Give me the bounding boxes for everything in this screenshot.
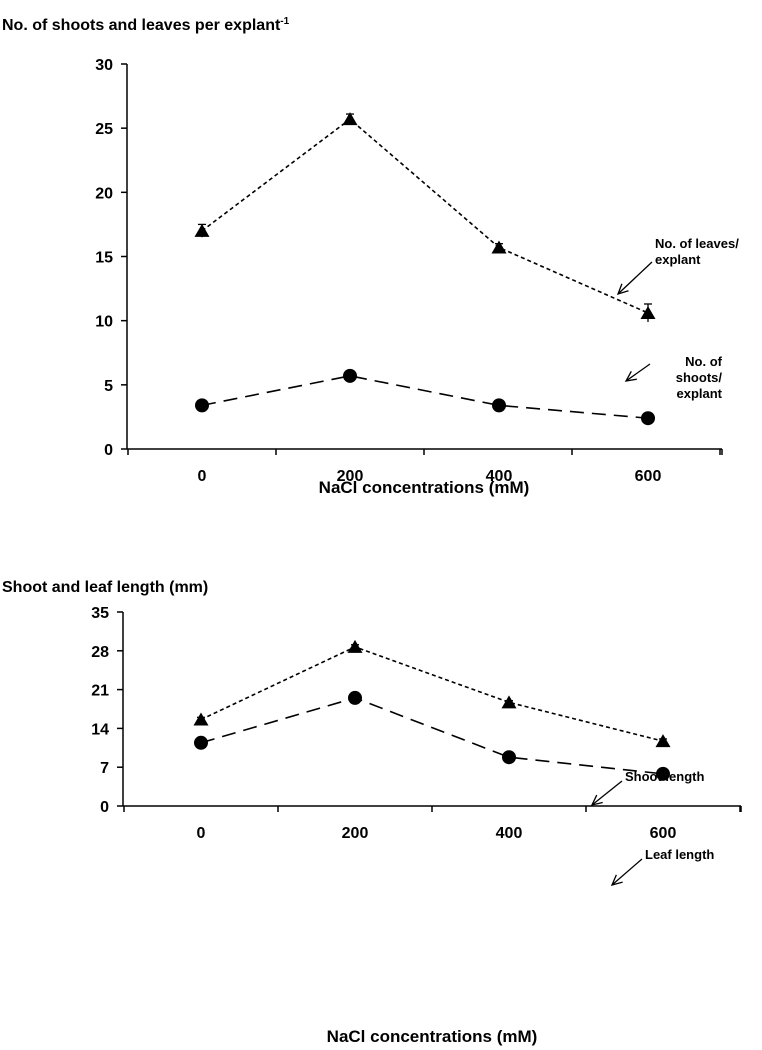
y-tick-label: 15: [95, 250, 113, 267]
annotation-shoot-length: Shoot length: [590, 769, 704, 806]
series: [193, 639, 671, 781]
data-point-triangle: [501, 695, 517, 709]
annotation-shoot-length-line-1: Shoot length: [625, 769, 704, 784]
annotation-shoots-line-3: explant: [676, 386, 722, 401]
series-line: [200, 697, 664, 775]
y-tick-label: 7: [100, 760, 109, 777]
annotation-arrow: [611, 858, 643, 886]
annotation-leaves-line-2: explant: [655, 252, 701, 267]
x-tick-label: 0: [197, 825, 206, 842]
annotation-arrowhead: [624, 371, 637, 382]
chart-title: No. of shoots and leaves per explant-1: [2, 16, 290, 34]
annotation-arrowhead: [590, 794, 603, 806]
annotation-shoots-line-2: shoots/: [676, 370, 723, 385]
data-point-circle: [195, 398, 209, 413]
data-point-circle: [492, 398, 506, 413]
y-tick-label: 5: [104, 378, 113, 395]
series-line: [201, 118, 649, 314]
data-point-triangle: [655, 734, 671, 748]
data-point-circle: [194, 735, 208, 750]
x-tick-label: 0: [198, 468, 207, 485]
data-point-circle: [641, 411, 655, 426]
annotation-leaf-length: Leaf length: [610, 847, 714, 886]
y-tick-label: 25: [95, 121, 113, 138]
y-tick-label: 0: [104, 442, 113, 459]
annotations: No. of leaves/ explant No. of shoots/ ex…: [616, 236, 739, 401]
data-point-triangle: [640, 305, 656, 319]
x-axis-label: NaCl concentrations (mM): [327, 1027, 538, 1046]
y-tick-label: 20: [95, 185, 113, 202]
data-point-triangle: [194, 223, 210, 237]
data-point-circle: [343, 368, 357, 383]
data-point-triangle: [347, 639, 363, 653]
data-point-triangle: [342, 112, 358, 126]
y-tick-label: 0: [100, 799, 109, 816]
x-tick-label: 400: [486, 468, 513, 485]
annotation-shoots-line-1: No. of: [685, 354, 722, 369]
x-tick-label: 200: [337, 468, 364, 485]
data-point-triangle: [193, 712, 209, 726]
ticks: 0 7 14 21 28 35 0 200 400 600: [91, 605, 742, 842]
annotation-shoots: No. of shoots/ explant: [624, 354, 723, 401]
annotations: Shoot length Leaf length: [590, 769, 714, 886]
series-0: [194, 112, 656, 322]
annotation-arrowhead: [610, 874, 623, 886]
x-axis-label: NaCl concentrations (mM): [319, 478, 530, 497]
x-tick-label: 600: [650, 825, 677, 842]
annotation-leaves: No. of leaves/ explant: [616, 236, 739, 296]
data-point-circle: [656, 766, 670, 781]
y-tick-label: 28: [91, 644, 109, 661]
series-0: [193, 639, 671, 748]
annotation-leaves-line-1: No. of leaves/: [655, 236, 739, 251]
annotation-leaf-length-line-1: Leaf length: [645, 847, 714, 862]
y-tick-label: 21: [91, 683, 109, 700]
data-point-circle: [348, 690, 362, 705]
y-tick-label: 10: [95, 314, 113, 331]
annotation-arrowhead: [616, 283, 629, 296]
annotation-arrow: [591, 780, 623, 806]
series-1: [194, 690, 670, 781]
data-point-triangle: [491, 240, 507, 254]
chart-title: Shoot and leaf length (mm): [2, 579, 208, 596]
ticks: 0 5 10 15 20 25 30 0 200 400 600: [95, 57, 723, 485]
annotation-arrow: [625, 363, 651, 382]
x-tick-label: 200: [342, 825, 369, 842]
data-point-circle: [502, 750, 516, 765]
y-tick-label: 35: [91, 605, 109, 622]
y-tick-label: 30: [95, 57, 113, 74]
series-1: [195, 368, 655, 426]
annotation-arrow: [617, 261, 653, 295]
series-line: [201, 375, 649, 419]
y-tick-label: 14: [91, 721, 109, 738]
chart-shoot-leaf-length: Shoot and leaf length (mm) 0 7 14 21 28 35 0 20…: [2, 579, 742, 1046]
chart-shoots-leaves-count: No. of shoots and leaves per explant-1 0…: [2, 16, 739, 497]
x-tick-label: 600: [635, 468, 662, 485]
series: [194, 112, 656, 426]
x-tick-label: 400: [496, 825, 523, 842]
series-line: [200, 646, 664, 742]
